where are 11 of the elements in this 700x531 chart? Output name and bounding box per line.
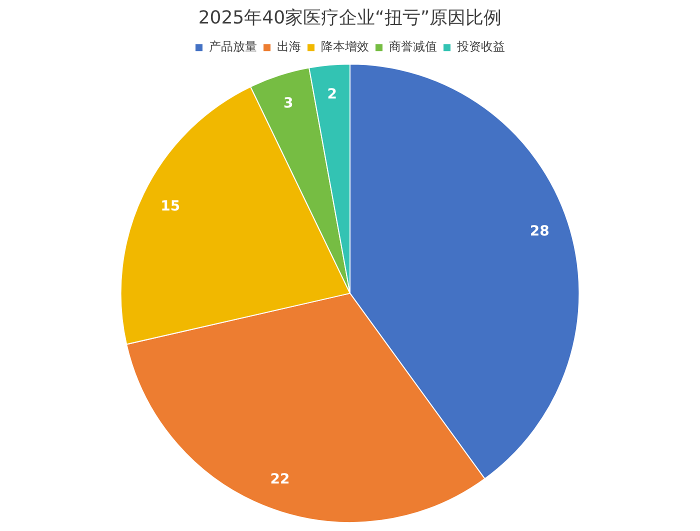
data-label: 3 [284, 95, 294, 112]
data-label: 15 [160, 198, 180, 214]
legend-label: 商誉减值 [389, 40, 437, 54]
chart-title: 2025年40家医疗企业“扭亏”原因比例 [198, 7, 502, 28]
legend-label: 产品放量 [209, 40, 257, 54]
legend-label: 降本增效 [321, 40, 369, 54]
legend-label: 出海 [277, 40, 301, 54]
data-label: 28 [530, 223, 550, 240]
data-label: 22 [270, 472, 290, 488]
legend-label: 投资收益 [456, 40, 505, 54]
data-label: 2 [327, 86, 337, 102]
